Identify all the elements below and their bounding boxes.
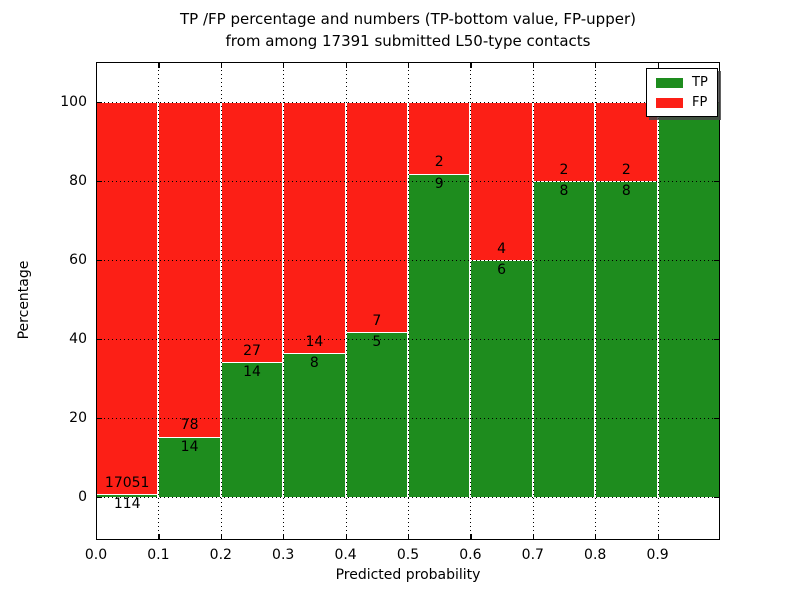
x-tick-label-0.5: 0.5 (396, 547, 420, 563)
x-tick-label-0.3: 0.3 (272, 547, 295, 563)
y-tick-label-100: 100 (60, 93, 87, 110)
gridline-x-0.8 (595, 62, 597, 540)
x-tick-mark-top-0.7 (532, 63, 534, 68)
x-tick-mark-0.5 (408, 534, 410, 539)
x-tick-mark-0.9 (657, 534, 659, 539)
y-tick-mark-right-20 (714, 417, 719, 419)
tp-count-label-0.1: 14 (180, 438, 199, 455)
y-tick-mark-right-40 (714, 338, 719, 340)
x-tick-label-0.6: 0.6 (459, 547, 482, 563)
x-tick-mark-top-0.3 (283, 63, 285, 68)
x-tick-mark-top-0.2 (220, 63, 222, 68)
fp-count-label-0.7: 2 (559, 161, 569, 178)
chart-title-line2: from among 17391 submitted L50-type cont… (225, 32, 591, 50)
bar-segment-fp-0.1 (158, 101, 221, 438)
legend-item-fp: FP (656, 96, 708, 109)
bar-segment-tp-0.9 (657, 101, 720, 498)
x-tick-mark-top-0.9 (657, 63, 659, 68)
y-tick-mark-100 (97, 101, 102, 103)
x-tick-mark-top-0.6 (470, 63, 472, 68)
gridline-x-0.6 (470, 62, 472, 540)
fp-count-label-0.3: 14 (305, 333, 324, 350)
x-tick-mark-top-0.1 (158, 63, 160, 68)
x-tick-mark-top-0.0 (96, 63, 98, 68)
y-tick-label-80: 80 (69, 172, 87, 189)
x-tick-mark-0.0 (96, 534, 98, 539)
bar-segment-fp-0.7 (532, 101, 596, 182)
fp-count-label-0.2: 27 (243, 342, 261, 359)
x-tick-mark-0.7 (532, 534, 534, 539)
y-tick-mark-60 (97, 259, 102, 261)
bar-segment-tp-0.3 (283, 352, 346, 498)
x-tick-label-0.8: 0.8 (584, 547, 607, 563)
tp-legend-swatch (656, 77, 683, 88)
x-tick-mark-0.8 (595, 534, 597, 539)
tp-count-label-0.4: 5 (372, 334, 382, 351)
y-tick-label-20: 20 (69, 409, 87, 426)
gridline-x-0.7 (532, 62, 534, 540)
chart-title-line1: TP /FP percentage and numbers (TP-bottom… (180, 10, 636, 28)
chart-title: TP /FP percentage and numbers (TP-bottom… (96, 8, 720, 52)
gridline-x-0.9 (657, 62, 659, 540)
bar-segment-tp-0.2 (220, 361, 284, 498)
x-axis-label: Predicted probability (335, 567, 481, 583)
legend-item-tp: TP (656, 76, 708, 89)
gridline-x-0.1 (158, 62, 160, 540)
tp-count-label-0.5: 9 (434, 175, 444, 192)
x-tick-label-0.0: 0.0 (84, 547, 108, 563)
x-tick-mark-0.1 (158, 534, 160, 539)
fp-count-label-0.1: 78 (180, 417, 199, 434)
x-tick-mark-0.6 (470, 534, 472, 539)
legend: TP FP (646, 68, 718, 117)
tp-count-label-0.8: 8 (621, 183, 631, 199)
fp-legend-swatch (656, 97, 683, 108)
x-tick-label-0.7: 0.7 (521, 547, 544, 563)
gridline-x-0.2 (220, 62, 222, 540)
y-tick-mark-right-0 (714, 496, 719, 498)
bar-segment-fp-0.0 (96, 101, 159, 496)
x-tick-label-0.9: 0.9 (646, 547, 669, 563)
fp-count-label-0.6: 4 (497, 240, 507, 257)
tp-count-label-0.6: 6 (497, 262, 507, 278)
y-tick-label-60: 60 (69, 251, 87, 268)
fp-count-label-0.8: 2 (621, 161, 631, 178)
tp-count-label-0.2: 14 (243, 364, 261, 381)
tp-legend-label: TP (692, 75, 708, 90)
y-tick-mark-right-80 (714, 180, 719, 182)
y-tick-mark-20 (97, 417, 102, 419)
y-axis-label: Percentage (16, 260, 32, 340)
x-tick-mark-0.3 (283, 534, 285, 539)
bar-segment-tp-0.6 (470, 259, 533, 498)
y-tick-mark-right-60 (714, 259, 719, 261)
bar-segment-fp-0.4 (345, 101, 408, 334)
x-tick-mark-top-0.8 (595, 63, 597, 68)
tp-count-label-0.7: 8 (559, 183, 569, 199)
y-tick-mark-80 (97, 180, 102, 182)
bar-segment-tp-0.5 (408, 173, 471, 498)
x-tick-mark-0.4 (345, 534, 347, 539)
bar-segment-fp-0.3 (283, 101, 346, 355)
y-tick-label-0: 0 (78, 488, 87, 505)
x-tick-label-0.2: 0.2 (209, 547, 232, 563)
fp-legend-label: FP (692, 95, 708, 110)
bar-segment-tp-0.4 (345, 331, 408, 498)
gridline-x-0.5 (408, 62, 409, 540)
x-tick-mark-top-0.5 (408, 63, 410, 68)
tp-count-label-0.3: 8 (309, 355, 319, 372)
y-tick-mark-0 (97, 496, 102, 498)
gridline-x-0.3 (283, 62, 285, 540)
tp-count-label-0.0: 114 (113, 496, 141, 513)
gridline-x-0.4 (345, 62, 347, 540)
y-tick-mark-40 (97, 338, 102, 340)
x-tick-label-0.4: 0.4 (334, 547, 357, 563)
y-tick-label-40: 40 (69, 330, 87, 347)
bar-segment-fp-0.2 (220, 101, 284, 364)
fp-count-label-0.0: 17051 (104, 474, 150, 491)
x-tick-mark-top-0.4 (345, 63, 347, 68)
x-tick-label-0.1: 0.1 (147, 547, 170, 563)
fp-count-label-0.4: 7 (372, 312, 382, 329)
x-tick-mark-0.2 (220, 534, 222, 539)
fp-count-label-0.5: 2 (434, 154, 444, 171)
